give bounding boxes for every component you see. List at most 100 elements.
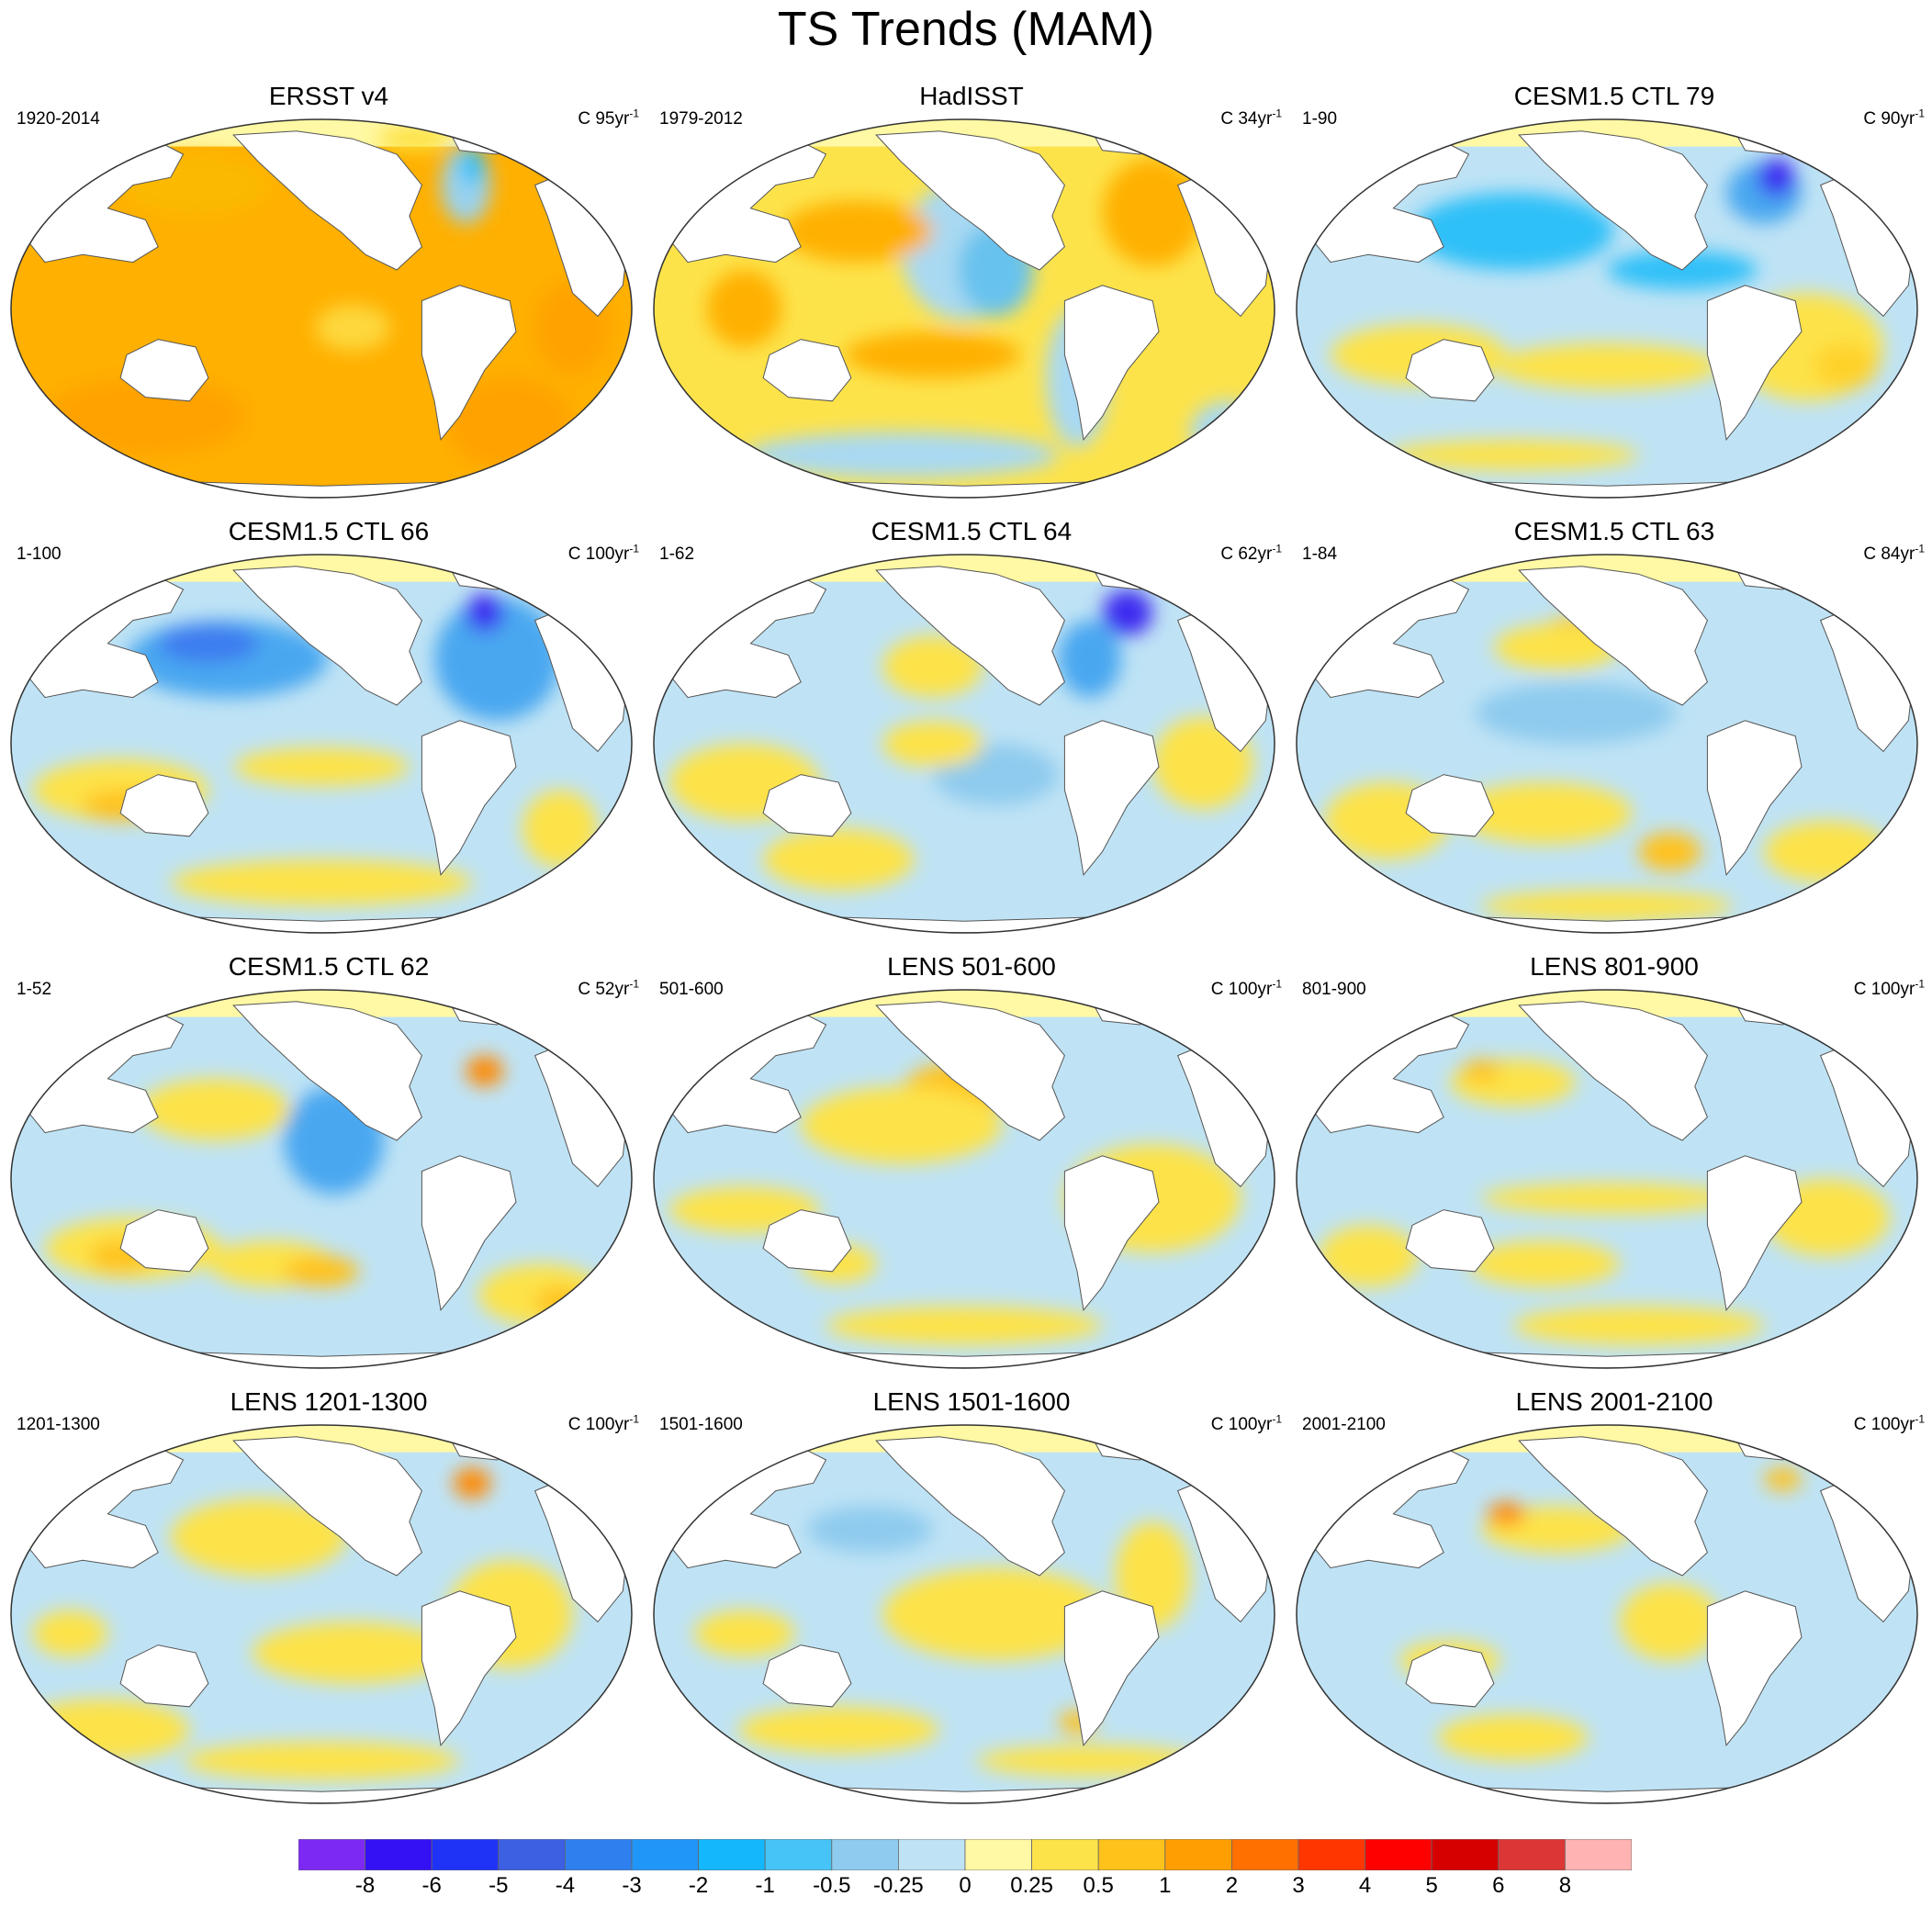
map-outline [10,989,633,1369]
trend-anomaly [845,331,1021,378]
land-mass [762,1644,852,1708]
trend-anomaly [1638,832,1702,871]
colorbar-tick-label: 2 [1225,1873,1239,1898]
map-outline [653,118,1275,499]
panel-title: CESM1.5 CTL 62 [228,952,430,981]
colorbar-swatch [298,1839,365,1870]
panel-title: LENS 1501-1600 [872,1387,1071,1416]
colorbar-tick-label: 1 [1159,1873,1172,1898]
trend-anomaly [1493,342,1721,390]
panel-period: 1979-2012 [659,109,743,129]
panel-title: LENS 1201-1300 [230,1387,428,1416]
trend-anomaly [1411,193,1613,270]
colorbar-swatch [1498,1839,1566,1870]
trend-anomaly [801,1086,1003,1164]
panel-title: CESM1.5 CTL 63 [1513,517,1715,545]
robinson-map [10,1424,633,1804]
map-panel: ERSST v4 1920-2014 C 95yr-1 [7,81,650,517]
panel-period: 1201-1300 [17,1415,100,1434]
panel-title: CESM1.5 CTL 79 [1513,82,1715,110]
land-mass [1063,1155,1160,1311]
trend-anomaly [1764,821,1890,883]
colorbar-tick-label: 5 [1425,1873,1438,1898]
panel-title: LENS 501-600 [887,952,1056,981]
panel-trend-units: C 100yr-1 [1210,1413,1282,1435]
map-panel: HadISST 1979-2012 C 34yr-1 [650,81,1293,517]
land-mass [1706,285,1803,441]
panel-period: 2001-2100 [1302,1415,1386,1434]
panel-trend-units: C 100yr-1 [567,1413,639,1435]
colorbar-swatch [365,1839,432,1870]
trend-anomaly [1814,342,1878,390]
colorbar-tick-label: -1 [755,1873,775,1898]
land-mass [1518,1436,1708,1577]
trend-anomaly [13,1699,190,1761]
map-panel: LENS 1201-1300 1201-1300 C 100yr-1 [7,1386,650,1823]
land-mass [421,285,517,441]
land-mass [1706,1155,1803,1311]
trend-anomaly [1488,1502,1526,1526]
trend-anomaly [1437,1714,1589,1761]
panel-period: 1-90 [1302,109,1338,129]
map-panel: LENS 1501-1600 1501-1600 C 100yr-1 [650,1386,1293,1823]
map-panel: LENS 501-600 501-600 C 100yr-1 [650,951,1293,1387]
panel-trend-units: C 100yr-1 [1853,1413,1925,1435]
robinson-map [1296,118,1918,499]
panel-trend-units: C 34yr-1 [1220,107,1282,129]
colorbar-tick-label: 6 [1492,1873,1505,1898]
land-mass [421,1155,517,1311]
map-panel: CESM1.5 CTL 66 1-100 C 100yr-1 [7,516,650,952]
colorbar-swatch [764,1839,833,1870]
colorbar-swatch [1097,1839,1166,1870]
colorbar-swatch [1164,1839,1232,1870]
land-mass [421,1590,517,1746]
trend-anomaly [1102,158,1203,266]
land-mass [762,1209,852,1273]
map-panel: CESM1.5 CTL 62 1-52 C 52yr-1 [7,951,650,1387]
land-mass [421,720,517,876]
colorbar-tick-label: -5 [489,1873,509,1898]
trend-anomaly [744,432,1059,478]
trend-anomaly [706,270,782,347]
colorbar-tick-label: -3 [622,1873,642,1898]
land-mass [1063,285,1160,441]
panel-title: LENS 2001-2100 [1515,1387,1713,1416]
colorbar-swatch [831,1839,899,1870]
trend-anomaly [453,1467,491,1498]
map-outline [1296,1424,1918,1804]
panel-title: CESM1.5 CTL 64 [871,517,1073,545]
trend-anomaly [233,747,410,787]
panel-trend-units: C 95yr-1 [578,107,639,129]
land-mass [875,1001,1065,1141]
colorbar-tick-label: 0.5 [1083,1873,1114,1898]
trend-anomaly [1102,589,1153,636]
robinson-map [1296,989,1918,1369]
robinson-map [10,989,633,1369]
trend-anomaly [1058,620,1121,698]
colorbar-swatch [1565,1839,1632,1870]
panel-trend-units: C 84yr-1 [1863,543,1925,565]
trend-anomaly [183,1741,460,1780]
map-outline [1296,118,1918,499]
land-mass [1706,1590,1803,1746]
trend-anomaly [1481,890,1733,922]
panel-trend-units: C 52yr-1 [578,978,639,1000]
land-mass [1706,720,1803,876]
trend-anomaly [170,859,473,906]
trend-anomaly [283,1256,360,1287]
trend-anomaly [252,1622,454,1684]
colorbar-tick-label: 0 [959,1873,972,1898]
figure-title: TS Trends (MAM) [777,3,1155,56]
panel-title: HadISST [919,82,1024,110]
panel-period: 1-100 [17,544,62,564]
map-outline [10,1424,633,1804]
land-mass [232,566,422,706]
colorbar-tick-label: -4 [555,1873,576,1898]
colorbar-swatch [1231,1839,1299,1870]
trend-anomaly [693,1610,795,1657]
map-outline [653,989,1275,1369]
robinson-map [1296,1424,1918,1804]
map-outline [653,554,1275,934]
land-mass [1405,774,1495,837]
colorbar-swatch [498,1839,566,1870]
